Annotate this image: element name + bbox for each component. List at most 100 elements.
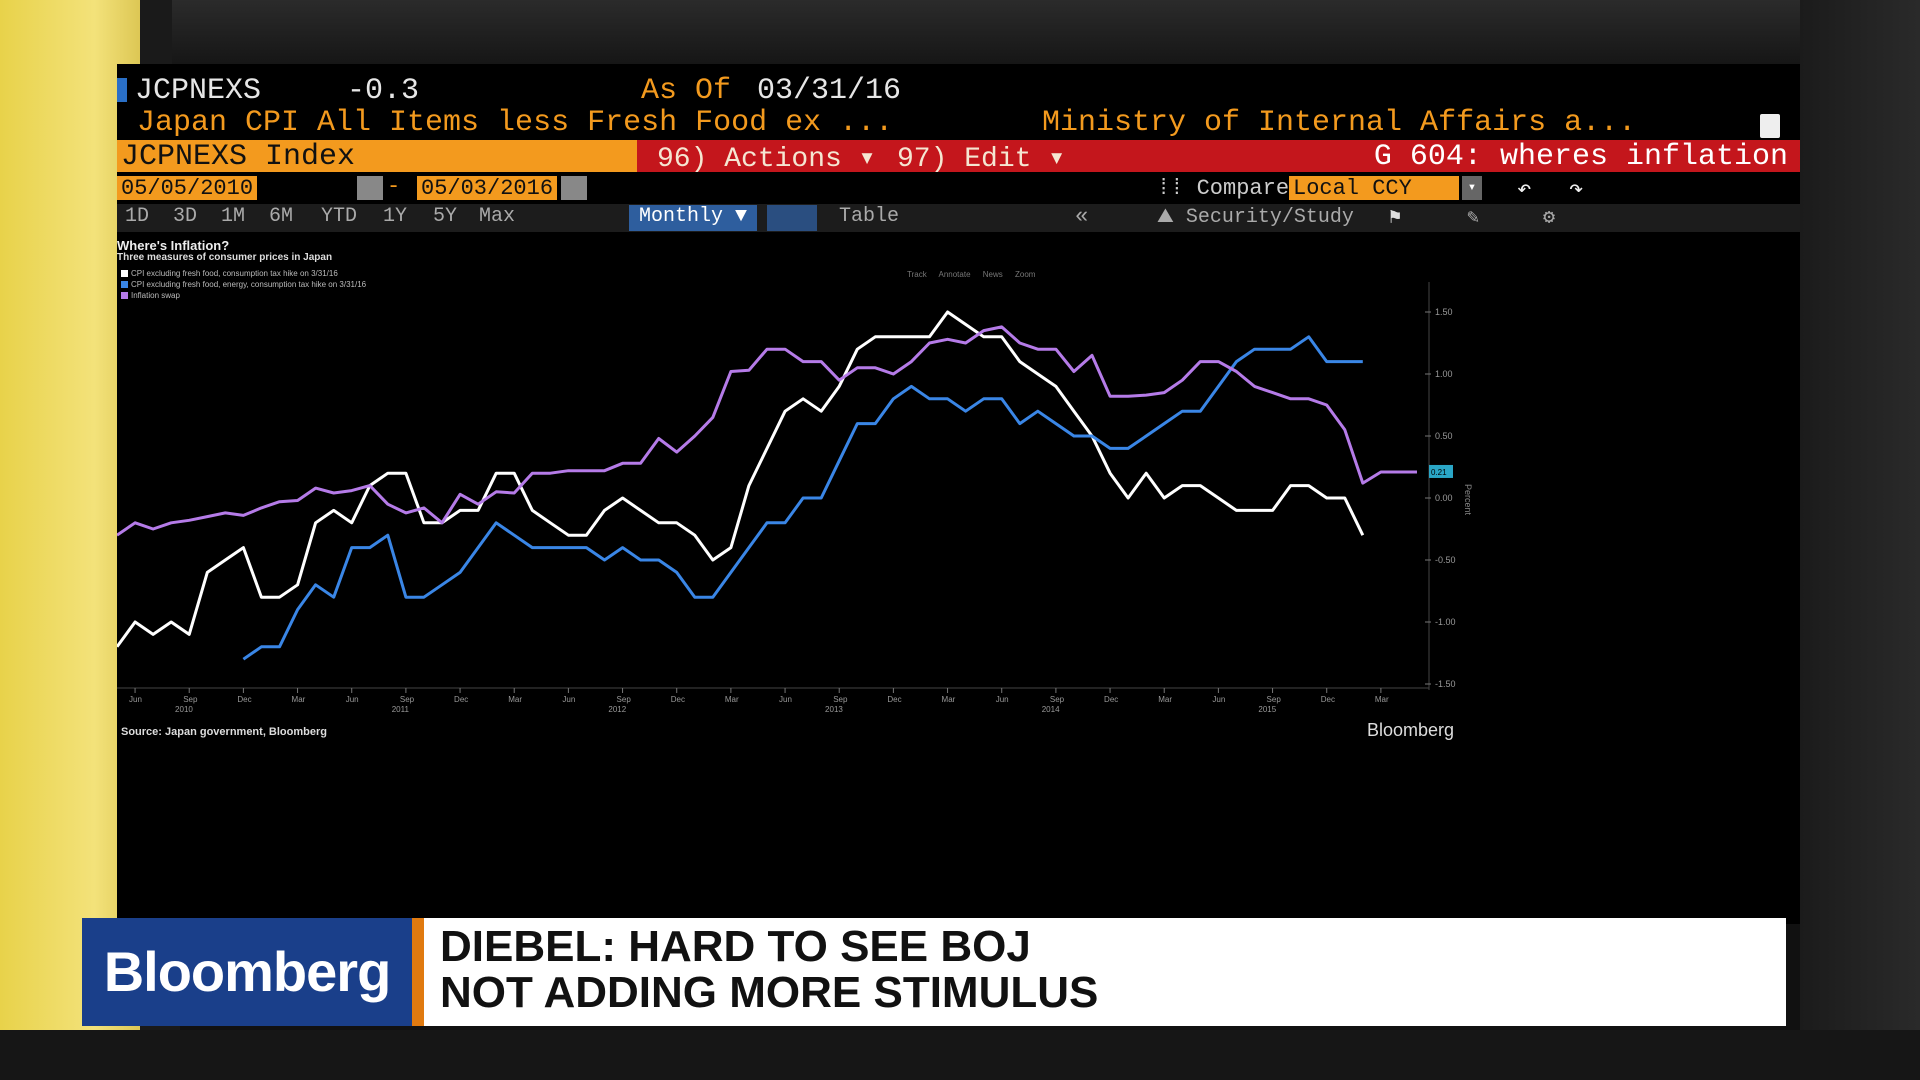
chevron-down-icon[interactable]: ▾	[1462, 176, 1482, 200]
zoom-tool[interactable]: Zoom	[1015, 270, 1036, 279]
bloomberg-terminal: JCPNEXS -0.3 As Of 03/31/16 Japan CPI Al…	[117, 64, 1800, 924]
description-row: Japan CPI All Items less Fresh Food ex .…	[117, 104, 1800, 140]
compare-button[interactable]: ⁞⁞ Compare	[1157, 176, 1290, 201]
security-study-button[interactable]: ⛰ Security/Study	[1157, 206, 1354, 229]
chart-source: Source: Japan government, Bloomberg	[121, 726, 327, 738]
period-ytd[interactable]: YTD	[321, 205, 358, 228]
headline-text: DIEBEL: HARD TO SEE BOJ NOT ADDING MORE …	[440, 922, 1099, 1017]
legend-item: CPI excluding fresh food, energy, consum…	[121, 280, 366, 291]
table-button[interactable]: Table	[839, 205, 900, 228]
x-year-label: 2012	[608, 705, 626, 714]
x-tick-label: Jun	[346, 695, 359, 704]
period-1y[interactable]: 1Y	[383, 205, 408, 228]
x-tick-label: Mar	[1158, 695, 1172, 704]
compare-label: Compare	[1196, 176, 1290, 201]
studio-background-top	[172, 0, 1920, 64]
flag-icon[interactable]: ⚑	[1389, 207, 1402, 230]
chart-type-icon[interactable]	[767, 205, 817, 231]
x-tick-label: Dec	[1321, 695, 1335, 704]
x-tick-label: Jun	[562, 695, 575, 704]
period-1d[interactable]: 1D	[125, 205, 150, 228]
x-tick-label: Dec	[671, 695, 685, 704]
security-description: Japan CPI All Items less Fresh Food ex .…	[137, 106, 894, 140]
actions-menu[interactable]: 96) Actions ▾	[657, 144, 876, 175]
lower-third: Bloomberg DIEBEL: HARD TO SEE BOJ NOT AD…	[82, 918, 1786, 1026]
y-tick-label: 0.00	[1435, 493, 1453, 503]
x-year-label: 2013	[825, 705, 843, 714]
chart-title: Where's Inflation?	[117, 238, 230, 253]
y-tick-label: -0.50	[1435, 555, 1456, 565]
date-range-row: 05/05/2010 - 05/03/2016 ⁞⁞ Compare Local…	[117, 174, 1800, 204]
legend-swatch	[121, 292, 128, 300]
end-date-input[interactable]: 05/03/2016	[417, 176, 558, 201]
start-date-input[interactable]: 05/05/2010	[117, 176, 258, 201]
studio-background-right	[1800, 0, 1920, 1080]
pen-icon[interactable]: ✎	[1467, 207, 1480, 230]
bloomberg-watermark: Bloomberg	[1367, 720, 1455, 740]
last-value-label: 0.21	[1431, 468, 1447, 477]
export-icon[interactable]	[1760, 114, 1780, 138]
undo-icon[interactable]: ↶	[1517, 177, 1532, 204]
x-tick-label: Jun	[129, 695, 142, 704]
period-5y[interactable]: 5Y	[433, 205, 458, 228]
as-of-label: As Of	[641, 74, 732, 108]
edit-menu[interactable]: 97) Edit ▾	[897, 144, 1066, 175]
function-bar: JCPNEXS Index 96) Actions ▾ 97) Edit ▾ G…	[117, 140, 1800, 175]
data-source: Ministry of Internal Affairs a...	[1042, 106, 1637, 140]
logo-divider	[412, 918, 424, 1026]
currency-select[interactable]: Local CCY	[1289, 176, 1459, 201]
x-tick-label: Mar	[942, 695, 956, 704]
ticker-symbol: JCPNEXS	[135, 74, 262, 108]
calendar-icon[interactable]	[561, 176, 587, 200]
x-tick-label: Dec	[454, 695, 468, 704]
x-tick-label: Sep	[400, 695, 415, 704]
x-tick-label: Jun	[996, 695, 1009, 704]
chart-subtitle: Three measures of consumer prices in Jap…	[117, 252, 333, 263]
x-tick-label: Sep	[1267, 695, 1282, 704]
legend-item: CPI excluding fresh food, consumption ta…	[121, 269, 366, 280]
y-tick-label: -1.50	[1435, 679, 1456, 689]
x-tick-label: Sep	[617, 695, 632, 704]
y-tick-label: 0.50	[1435, 431, 1453, 441]
chart-tools: Track Annotate News Zoom	[907, 270, 1045, 279]
y-tick-label: 1.50	[1435, 307, 1453, 317]
news-tool[interactable]: News	[982, 270, 1003, 279]
line-chart[interactable]: 1.50 1.00 0.50 0.00 -0.50 -1.00 -1.50 Percent Ju…	[117, 64, 1800, 724]
graph-title: G 604: wheres inflation	[1373, 140, 1788, 174]
calendar-icon[interactable]	[357, 176, 383, 200]
annotate-tool[interactable]: Annotate	[938, 270, 971, 279]
redo-icon[interactable]: ↷	[1569, 177, 1584, 204]
x-tick-label: Mar	[508, 695, 522, 704]
index-label: JCPNEXS Index	[121, 140, 356, 174]
index-tab[interactable]: JCPNEXS Index	[117, 140, 637, 174]
period-1m[interactable]: 1M	[221, 205, 246, 228]
x-tick-label: Dec	[887, 695, 901, 704]
legend-swatch	[121, 281, 128, 289]
studio-background-bottom	[0, 1030, 1920, 1080]
series-line-0	[117, 310, 1365, 648]
frequency-select[interactable]: Monthly ▼	[629, 205, 757, 231]
x-tick-label: Dec	[237, 695, 251, 704]
x-year-label: 2014	[1042, 705, 1060, 714]
track-tool[interactable]: Track	[907, 270, 927, 279]
period-max[interactable]: Max	[479, 205, 516, 228]
x-year-label: 2015	[1258, 705, 1276, 714]
as-of-date: 03/31/16	[757, 74, 902, 108]
price-change: -0.3	[347, 74, 420, 108]
legend-label: CPI excluding fresh food, consumption ta…	[131, 269, 338, 278]
x-tick-label: Sep	[1050, 695, 1065, 704]
x-tick-label: Jun	[1212, 695, 1225, 704]
x-tick-label: Sep	[183, 695, 198, 704]
security-indicator	[117, 78, 127, 102]
legend-label: Inflation swap	[131, 291, 180, 300]
y-axis-label: Percent	[1463, 484, 1473, 516]
x-tick-label: Mar	[725, 695, 739, 704]
last-value-tag	[1429, 464, 1453, 478]
period-toolbar: 1D 3D 1M 6M YTD 1Y 5Y Max Monthly ▼ Tabl…	[117, 204, 1800, 232]
collapse-icon[interactable]: «	[1075, 204, 1089, 229]
gear-icon[interactable]: ⚙	[1543, 207, 1556, 230]
period-6m[interactable]: 6M	[269, 205, 294, 228]
period-3d[interactable]: 3D	[173, 205, 198, 228]
bloomberg-logo: Bloomberg	[82, 918, 412, 1026]
legend-label: CPI excluding fresh food, energy, consum…	[131, 280, 367, 289]
